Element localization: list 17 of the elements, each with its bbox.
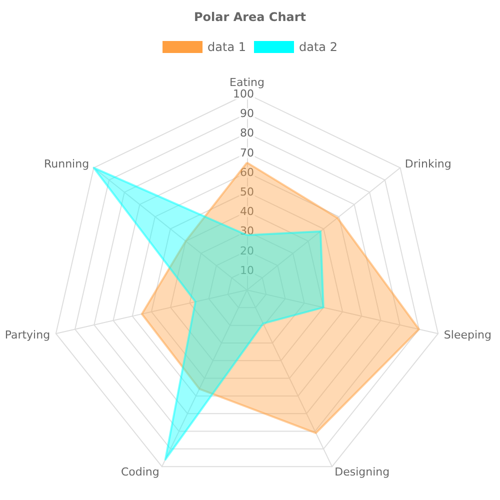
legend-label: data 1 [208,40,246,54]
spoke-label: Running [44,158,90,171]
spoke-label: Eating [229,76,265,89]
y-tick-label: 100 [233,88,254,100]
spoke-label: Partying [4,328,50,342]
legend-label: data 2 [299,40,338,54]
spoke-label: Drinking [404,158,452,171]
spoke-label: Sleeping [444,328,492,342]
y-tick-label: 90 [240,107,254,120]
y-tick-label: 70 [240,146,254,160]
y-tick-label: 60 [240,166,254,179]
spoke-label: Coding [120,465,160,478]
spoke-label: Designing [334,465,390,478]
y-tick-label: 80 [240,126,254,140]
y-tick-label: 50 [240,186,254,198]
chart-title: Polar Area Chart [194,10,306,24]
y-tick-label: 40 [240,205,254,218]
